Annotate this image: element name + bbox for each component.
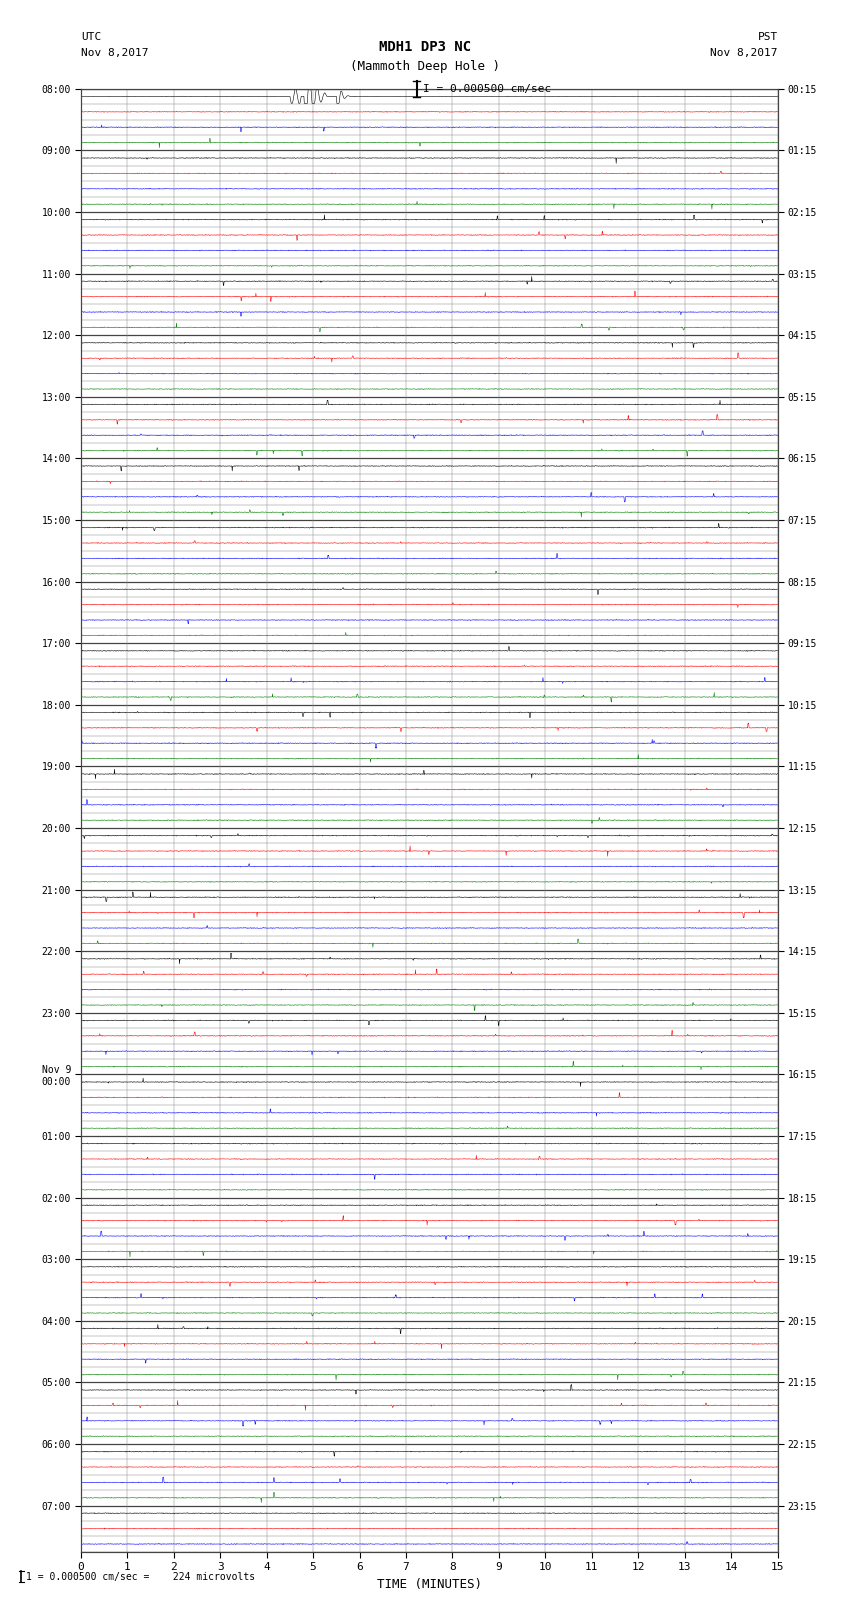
Text: Nov 8,2017: Nov 8,2017	[81, 48, 148, 58]
Text: 1 = 0.000500 cm/sec =    224 microvolts: 1 = 0.000500 cm/sec = 224 microvolts	[26, 1571, 256, 1582]
Text: I = 0.000500 cm/sec: I = 0.000500 cm/sec	[423, 84, 552, 94]
X-axis label: TIME (MINUTES): TIME (MINUTES)	[377, 1578, 482, 1590]
Text: PST: PST	[757, 32, 778, 42]
Text: (Mammoth Deep Hole ): (Mammoth Deep Hole )	[350, 60, 500, 73]
Text: MDH1 DP3 NC: MDH1 DP3 NC	[379, 40, 471, 55]
Text: Nov 8,2017: Nov 8,2017	[711, 48, 778, 58]
Text: UTC: UTC	[81, 32, 101, 42]
